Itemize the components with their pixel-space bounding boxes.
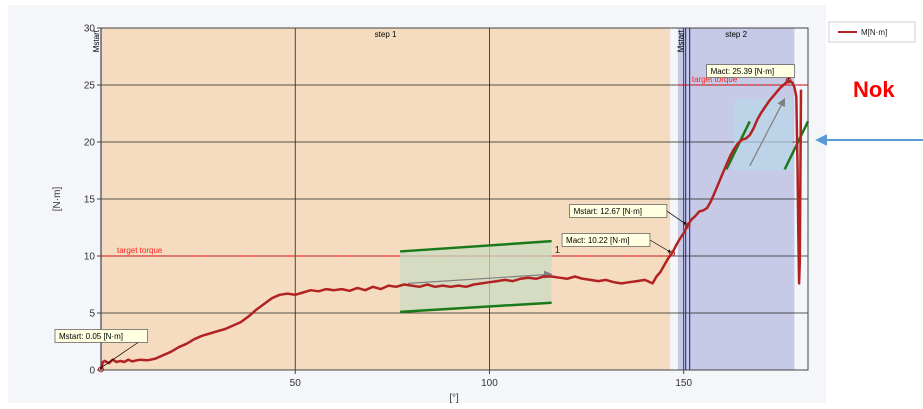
target-torque-label-2: target torque (692, 75, 738, 84)
target-torque-label-1: target torque (117, 246, 163, 255)
annotation-box-2 (561, 233, 651, 247)
x-tick-label: 100 (481, 378, 498, 389)
annotation-point-4 (785, 77, 792, 84)
target-torque-lines: target torque target torque (101, 75, 808, 257)
x-axis-label: [°] (449, 393, 459, 404)
window-2-gradient-arrow (749, 97, 786, 167)
step-label-1: step 1 (375, 30, 397, 39)
annotation-box-3 (569, 204, 668, 218)
x-axis-ticks: 50 100 150 (290, 370, 692, 389)
y-tick-label: 30 (84, 24, 96, 35)
legend-box (828, 21, 916, 43)
y-tick-label: 25 (84, 81, 96, 92)
y-axis-ticks: 0 5 10 15 20 25 30 (84, 24, 101, 377)
y-axis-label: [N·m] (52, 187, 63, 212)
annotation-text-3: Mstart: 12.67 [N·m] (574, 207, 642, 216)
step-label-2: step 2 (725, 30, 747, 39)
y-tick-label: 0 (89, 366, 95, 377)
window-1-label: 1 (555, 245, 561, 256)
y-tick-label: 15 (84, 195, 96, 206)
window-1-fill (400, 241, 552, 312)
annotation-text-1: Mstart: 0.05 [N·m] (59, 332, 123, 341)
legend-label: M[N·m] (861, 28, 887, 37)
annotation-point-2 (669, 250, 676, 257)
annotation-point-1 (98, 366, 104, 373)
annotation-box-1 (54, 329, 148, 343)
window-1-gradient-arrow (407, 270, 553, 284)
window-2-left-bound (725, 120, 751, 170)
window-1-upper-bound (400, 239, 552, 253)
y-tick-label: 20 (84, 138, 96, 149)
y-tick-label: 10 (84, 252, 96, 263)
status-nok-label: Nok (853, 77, 895, 102)
annotation-box-4 (706, 64, 795, 78)
gradient-windows: 1 (400, 97, 810, 314)
x-tick-label: 50 (290, 378, 302, 389)
annotation-pointer-2 (649, 239, 672, 253)
window-1-lower-bound (400, 301, 552, 314)
y-tick-label: 5 (89, 309, 95, 320)
annotation-pointer-3 (666, 210, 687, 225)
step-marker-label-1: Mstart (92, 29, 101, 52)
torque-series-line (99, 79, 803, 370)
annotation-point-3 (684, 222, 691, 229)
step-marker-label-2: Mstart (677, 29, 686, 52)
annotations: Mstart: 0.05 [N·m] Mact: 10.22 [N·m] Mstar… (54, 64, 795, 373)
annotation-text-4: Mact: 25.39 [N·m] (711, 67, 775, 76)
annotation-text-2: Mact: 10.22 [N·m] (566, 236, 630, 245)
legend: M[N·m] (828, 21, 916, 43)
x-tick-label: 150 (675, 378, 692, 389)
